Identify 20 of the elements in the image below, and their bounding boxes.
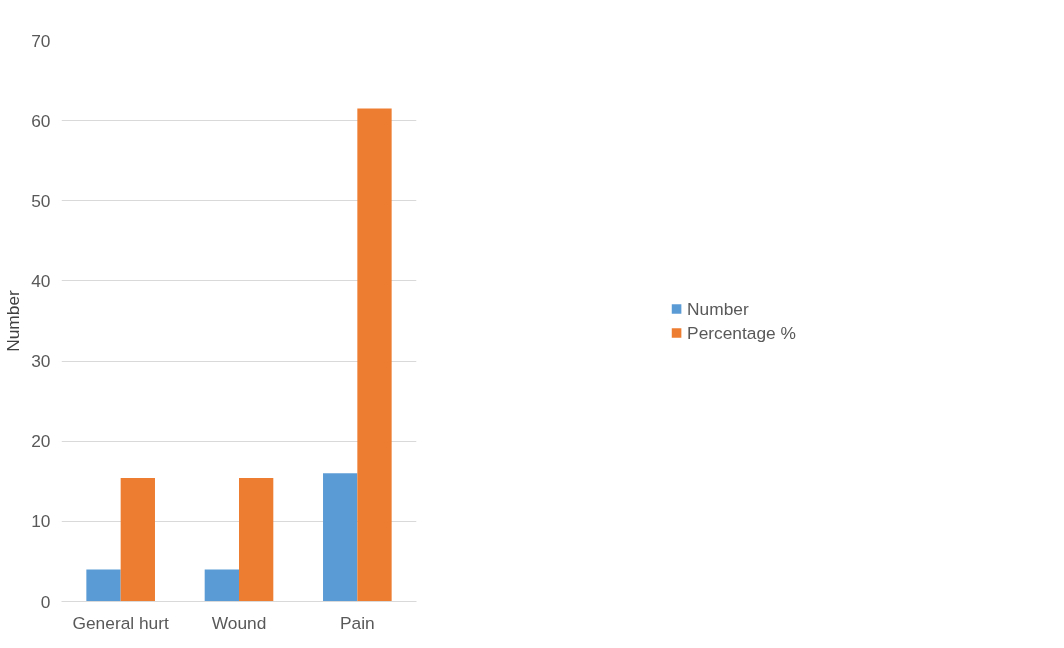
x-tick-label: General hurt: [72, 612, 170, 633]
bar: [239, 478, 274, 602]
bar: [323, 473, 358, 602]
y-axis-title: Number: [3, 289, 24, 352]
y-tick-label: 20: [31, 431, 51, 452]
legend-label: Number: [687, 298, 749, 319]
x-tick-label: Pain: [339, 612, 375, 633]
y-tick-label: 30: [31, 351, 51, 372]
bar: [86, 569, 121, 602]
y-tick-label: 70: [31, 30, 51, 51]
y-tick-label: 0: [40, 591, 51, 612]
bar: [204, 569, 239, 602]
bar: [357, 108, 392, 602]
legend-label: Percentage %: [687, 322, 796, 343]
y-tick-label: 60: [31, 110, 51, 131]
y-tick-label: 10: [31, 511, 51, 532]
y-tick-label: 40: [31, 270, 51, 291]
bar: [120, 478, 155, 602]
y-tick-label: 50: [31, 190, 51, 211]
x-tick-label: Wound: [211, 612, 267, 633]
